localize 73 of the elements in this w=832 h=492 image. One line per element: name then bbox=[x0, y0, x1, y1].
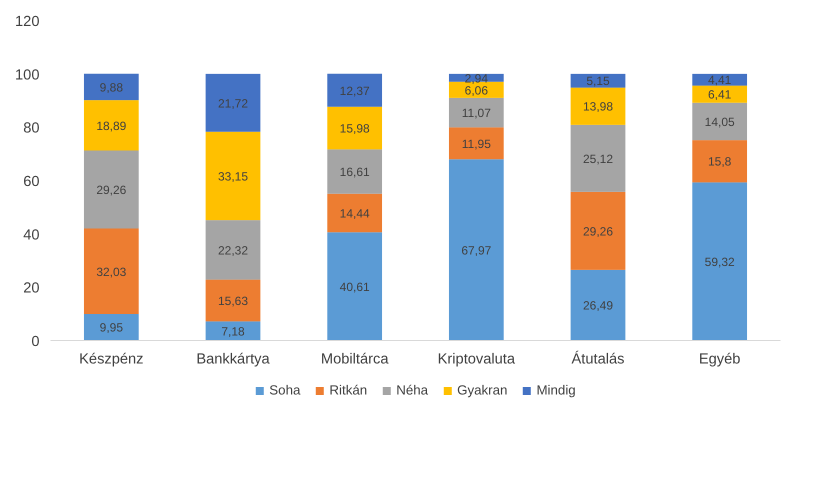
legend-label: Soha bbox=[269, 382, 300, 398]
bar bbox=[448, 127, 504, 160]
data-label: 14,44 bbox=[340, 206, 370, 220]
data-label: 5,15 bbox=[586, 74, 610, 88]
bar bbox=[84, 74, 139, 100]
bar bbox=[206, 321, 260, 340]
bar bbox=[570, 192, 626, 270]
bar bbox=[327, 74, 382, 107]
data-label: 9,88 bbox=[100, 80, 124, 94]
data-label: 26,49 bbox=[582, 298, 614, 313]
y-tick-label: 0 bbox=[31, 334, 40, 350]
data-label: 29,26 bbox=[96, 183, 127, 198]
bar bbox=[84, 150, 139, 229]
bar bbox=[84, 314, 139, 340]
legend-label: Néha bbox=[396, 382, 428, 398]
bar bbox=[327, 232, 382, 340]
bar bbox=[570, 124, 626, 192]
bar bbox=[206, 280, 260, 322]
data-label: 13,98 bbox=[582, 100, 614, 114]
data-label: 33,15 bbox=[218, 169, 248, 184]
legend-label: Gyakran bbox=[457, 382, 508, 398]
data-label: 59,32 bbox=[704, 254, 736, 269]
data-label: 6,41 bbox=[708, 88, 732, 102]
y-tick-label: 120 bbox=[15, 14, 40, 30]
data-label: 15,8 bbox=[708, 154, 732, 169]
bar bbox=[206, 220, 260, 280]
bar bbox=[327, 194, 382, 232]
data-label: 16,61 bbox=[340, 165, 370, 180]
data-label: 4,41 bbox=[708, 73, 732, 88]
bar bbox=[327, 106, 382, 150]
data-label: 15,98 bbox=[340, 122, 370, 136]
bar bbox=[448, 98, 504, 128]
x-tick-label: Bankkártya bbox=[196, 352, 271, 368]
y-tick-label: 60 bbox=[23, 174, 40, 190]
y-tick-label: 100 bbox=[15, 67, 40, 84]
bar bbox=[84, 100, 139, 151]
data-label: 14,05 bbox=[704, 114, 736, 129]
data-label: 21,72 bbox=[218, 96, 248, 110]
data-label: 67,97 bbox=[461, 243, 492, 258]
y-tick-label: 20 bbox=[23, 280, 40, 297]
y-tick-label: 80 bbox=[23, 120, 40, 137]
x-tick-label: Mobiltárca bbox=[320, 352, 390, 368]
data-label: 18,89 bbox=[96, 118, 127, 133]
data-label: 40,61 bbox=[340, 280, 370, 294]
legend-label: Mindig bbox=[536, 382, 576, 398]
legend-label: Ritkán bbox=[329, 382, 368, 398]
data-label: 22,32 bbox=[218, 243, 248, 258]
data-label: 29,26 bbox=[582, 224, 614, 238]
bar bbox=[84, 228, 139, 314]
data-label: 7,18 bbox=[221, 324, 246, 338]
bar bbox=[692, 140, 748, 182]
data-label: 12,37 bbox=[340, 84, 370, 98]
y-tick-label: 40 bbox=[23, 227, 40, 244]
x-tick-label: Kriptovaluta bbox=[438, 352, 516, 368]
bar bbox=[327, 149, 382, 194]
bar bbox=[570, 270, 626, 340]
bar bbox=[692, 86, 748, 103]
bar bbox=[448, 159, 504, 340]
data-label: 11,95 bbox=[462, 136, 492, 151]
bar bbox=[206, 74, 260, 132]
x-tick-label: Készpénz bbox=[79, 352, 144, 368]
data-label: 32,03 bbox=[96, 264, 127, 279]
bar bbox=[692, 182, 748, 340]
x-tick-label: Átutalás bbox=[572, 350, 624, 368]
x-tick-label: Egyéb bbox=[698, 352, 740, 368]
bar bbox=[692, 102, 748, 140]
data-label: 11,07 bbox=[462, 106, 492, 120]
data-label: 25,12 bbox=[582, 152, 614, 166]
bar bbox=[206, 132, 260, 220]
data-label: 15,63 bbox=[218, 294, 248, 308]
data-label: 6,06 bbox=[464, 83, 488, 98]
bar bbox=[570, 88, 626, 125]
data-label: 9,95 bbox=[100, 320, 124, 335]
